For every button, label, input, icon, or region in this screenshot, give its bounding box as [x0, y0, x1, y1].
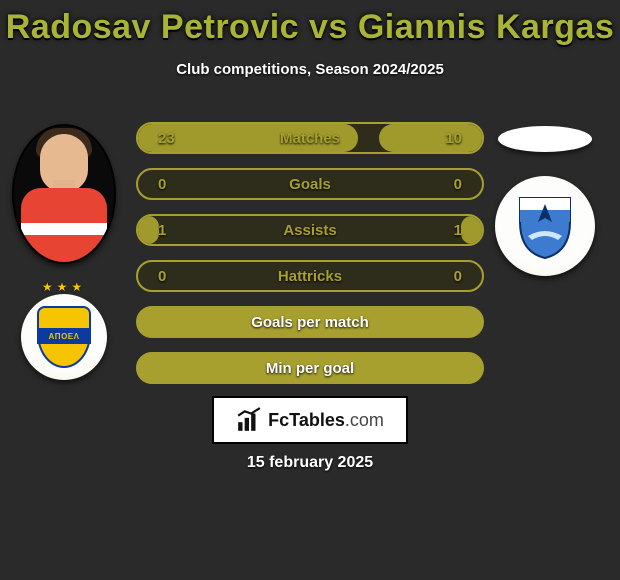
- stat-bar-matches: 23 10 Matches: [136, 122, 484, 154]
- fctables-logo-text: FcTables.com: [268, 410, 384, 431]
- fctables-logo: FcTables.com: [212, 396, 408, 444]
- title-player-1: Radosav Petrovic: [6, 8, 299, 46]
- stat-bar-min-per-goal: Min per goal: [136, 352, 484, 384]
- player-1-column: ★★★ ΑΠΟΕΛ: [8, 124, 120, 380]
- subtitle: Club competitions, Season 2024/2025: [0, 61, 620, 78]
- player-2-avatar-placeholder: [498, 126, 592, 152]
- stat-bar-fill-left: [138, 216, 159, 244]
- title-vs: vs: [309, 8, 348, 46]
- apoel-shield-icon: ΑΠΟΕΛ: [37, 306, 91, 368]
- stat-bar-fill-right: [379, 124, 482, 152]
- stat-label: Goals: [289, 176, 331, 193]
- stat-label: Matches: [280, 130, 340, 147]
- title-player-2: Giannis Kargas: [358, 8, 614, 46]
- stat-value-right: 1: [454, 222, 462, 239]
- player-1-avatar: [12, 124, 116, 264]
- stat-value-left: 23: [158, 130, 175, 147]
- stat-value-right: 0: [454, 176, 462, 193]
- stats-bars: 23 10 Matches 0 0 Goals 1 1 Assists 0 0 Hattricks Go…: [136, 122, 484, 384]
- avatar-jersey: [21, 188, 107, 264]
- player-1-club-badge: ★★★ ΑΠΟΕΛ: [21, 294, 107, 380]
- apoel-band-text: ΑΠΟΕΛ: [37, 328, 91, 344]
- stat-label: Assists: [283, 222, 336, 239]
- stat-bar-goals-per-match: Goals per match: [136, 306, 484, 338]
- stat-bar-goals: 0 0 Goals: [136, 168, 484, 200]
- stat-bar-assists: 1 1 Assists: [136, 214, 484, 246]
- stat-value-right: 10: [445, 130, 462, 147]
- stat-bar-hattricks: 0 0 Hattricks: [136, 260, 484, 292]
- player-2-club-badge: [495, 176, 595, 276]
- date: 15 february 2025: [0, 454, 620, 472]
- stat-value-left: 1: [158, 222, 166, 239]
- comparison-card: Radosav Petrovic vs Giannis Kargas Club …: [0, 0, 620, 580]
- stat-value-left: 0: [158, 176, 166, 193]
- badge-stars-icon: ★★★: [21, 280, 107, 294]
- player-2-column: [490, 126, 600, 276]
- stat-value-left: 0: [158, 268, 166, 285]
- page-title: Radosav Petrovic vs Giannis Kargas: [0, 8, 620, 47]
- stat-bar-fill-right: [461, 216, 482, 244]
- bar-chart-icon: [236, 407, 262, 433]
- anorthosis-shield-icon: [516, 192, 574, 260]
- stat-value-right: 0: [454, 268, 462, 285]
- stat-label: Hattricks: [278, 268, 342, 285]
